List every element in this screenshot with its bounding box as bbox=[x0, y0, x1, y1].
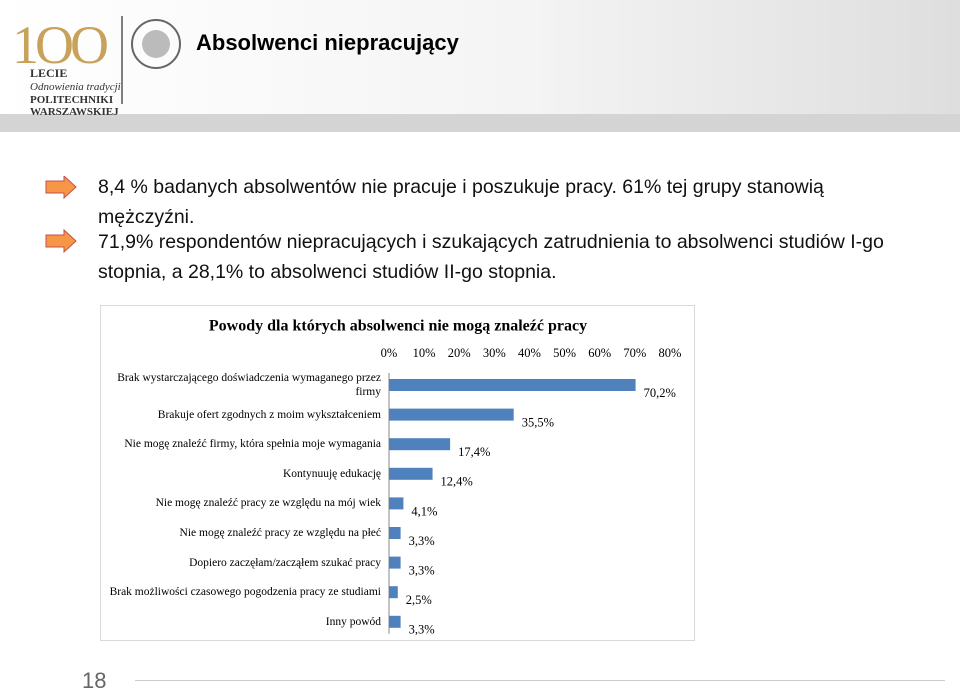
header-band bbox=[0, 114, 960, 132]
value-label: 12,4% bbox=[441, 475, 473, 489]
bullet-text: 71,9% respondentów niepracujących i szuk… bbox=[98, 231, 884, 283]
footer-line bbox=[135, 680, 945, 681]
bar bbox=[389, 408, 514, 421]
value-label: 3,3% bbox=[409, 563, 435, 577]
bar bbox=[389, 379, 636, 391]
value-label: 2,5% bbox=[406, 593, 432, 607]
y-tick-label: Brak możliwości czasowego pogodzenia pra… bbox=[109, 586, 381, 599]
slide-title: Absolwenci niepracujący bbox=[196, 30, 459, 55]
x-tick-label: 50% bbox=[553, 346, 576, 360]
y-tick-label: Nie mogę znaleźć pracy ze względu na mój… bbox=[155, 497, 381, 510]
x-tick-label: 40% bbox=[518, 346, 541, 360]
y-tick-label: Brak wystarczającego doświadczenia wymag… bbox=[117, 372, 381, 398]
bar bbox=[389, 615, 401, 628]
x-tick-label: 10% bbox=[413, 346, 436, 360]
header bbox=[0, 0, 960, 132]
bar bbox=[389, 527, 401, 539]
chart-title: Powody dla których absolwenci nie mogą z… bbox=[209, 318, 587, 335]
x-tick-label: 60% bbox=[588, 346, 611, 360]
logo-text: POLITECHNIKI bbox=[30, 94, 114, 106]
logo-text: WARSZAWSKIEJ bbox=[30, 106, 119, 118]
bar bbox=[389, 438, 451, 451]
page-number: 18 bbox=[82, 668, 107, 693]
x-tick-label: 20% bbox=[448, 346, 471, 360]
y-tick-label: Nie mogę znaleźć pracy ze względu na płe… bbox=[179, 527, 381, 539]
logo-text: Odnowienia tradycji bbox=[30, 81, 121, 93]
value-label: 70,2% bbox=[644, 386, 676, 400]
bar bbox=[389, 586, 398, 599]
logo-emblem bbox=[121, 16, 181, 104]
value-label: 3,3% bbox=[409, 534, 435, 548]
bullet-arrows bbox=[45, 176, 77, 254]
y-tick-label: Inny powód bbox=[325, 615, 381, 628]
value-label: 4,1% bbox=[411, 504, 437, 518]
bar bbox=[389, 556, 401, 569]
y-tick-label: Nie mogę znaleźć firmy, która spełnia mo… bbox=[124, 438, 381, 451]
x-tick-label: 0% bbox=[381, 346, 398, 360]
logo-text: LECIE bbox=[30, 66, 68, 80]
bar bbox=[389, 497, 404, 510]
bar bbox=[389, 467, 433, 480]
y-tick-label: Dopiero zaczęłam/zacząłem szukać pracy bbox=[189, 556, 381, 569]
x-tick-label: 80% bbox=[659, 346, 682, 360]
x-tick-label: 30% bbox=[483, 346, 506, 360]
logo-mark: 1OO bbox=[12, 15, 109, 75]
bullet-text: 8,4 % badanych absolwentów nie pracuje i… bbox=[98, 176, 824, 228]
value-label: 17,4% bbox=[458, 445, 490, 459]
x-tick-label: 70% bbox=[623, 346, 646, 360]
y-tick-label: Brakuje ofert zgodnych z moim wykształce… bbox=[157, 408, 381, 421]
y-tick-label: Kontynuuję edukację bbox=[282, 467, 381, 480]
value-label: 35,5% bbox=[522, 415, 554, 429]
value-label: 3,3% bbox=[409, 623, 435, 637]
